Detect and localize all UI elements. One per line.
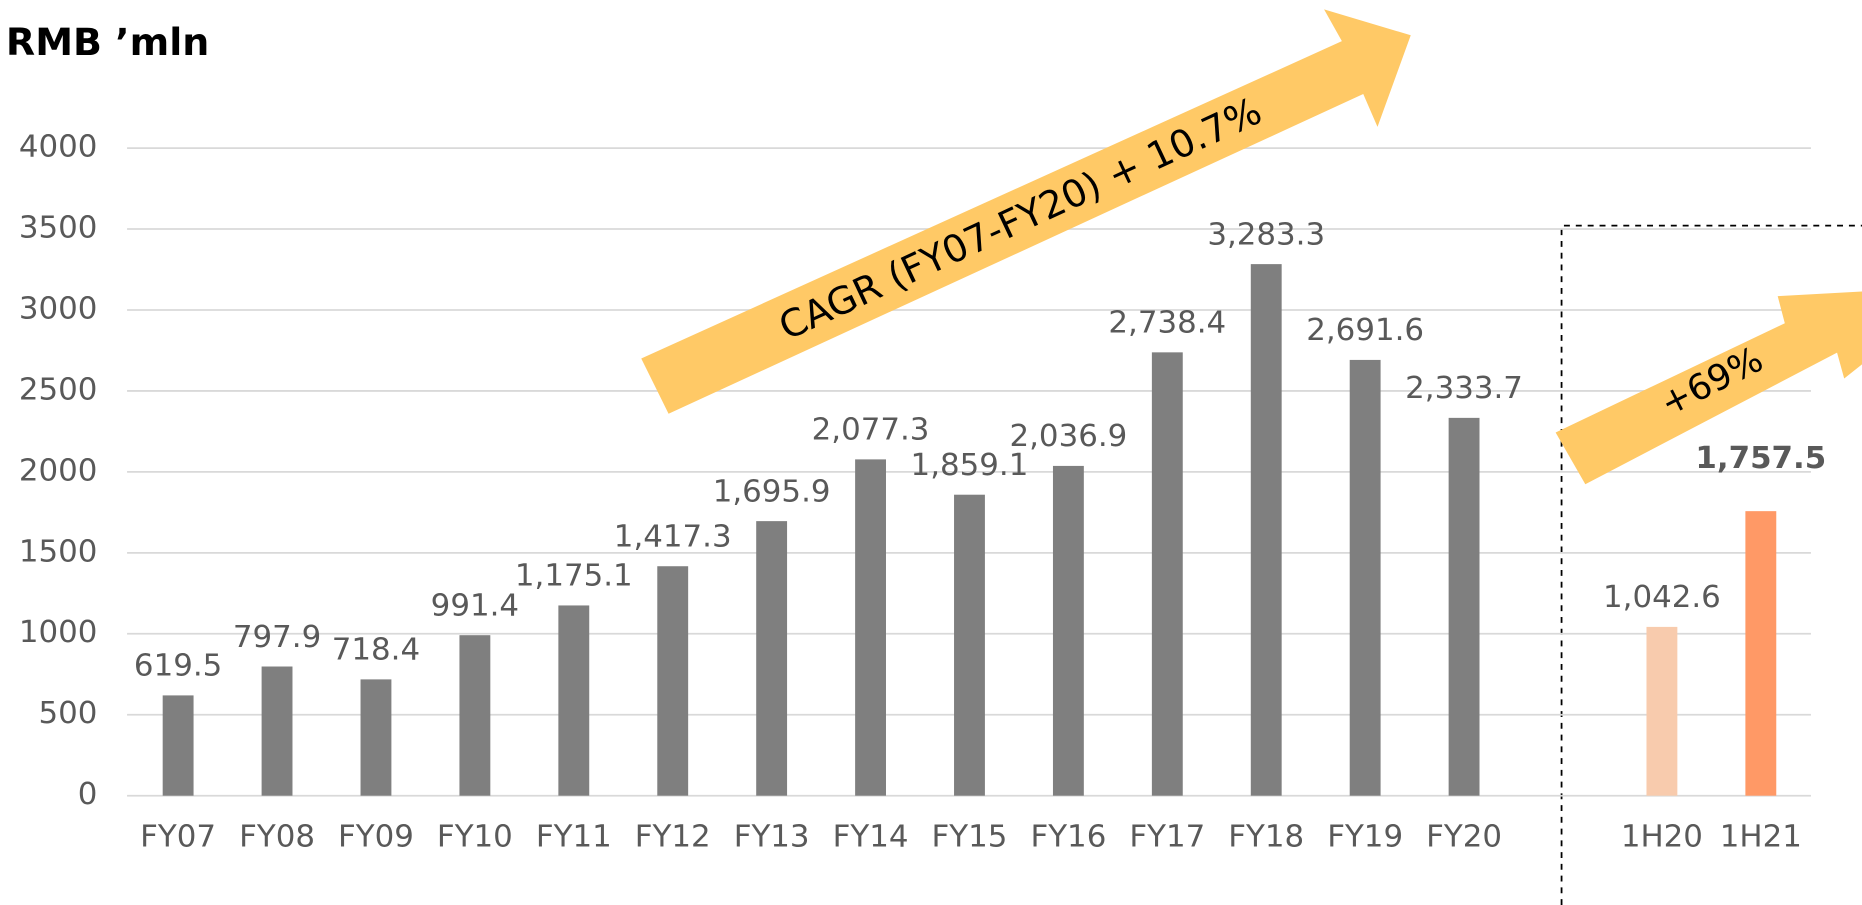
x-tick-label: FY12 [635, 819, 711, 855]
data-label: 2,738.4 [1108, 305, 1226, 341]
bar [162, 695, 194, 796]
x-tick-label: FY09 [338, 819, 414, 855]
bar [1052, 465, 1084, 796]
x-tick-label: FY07 [140, 819, 216, 855]
x-tick-label: 1H21 [1720, 819, 1802, 855]
bar [1745, 511, 1777, 796]
x-tick-label: FY19 [1327, 819, 1403, 855]
data-label: 991.4 [431, 588, 519, 624]
data-label: 1,695.9 [713, 474, 831, 510]
data-label: 3,283.3 [1207, 217, 1325, 253]
bar [1349, 359, 1381, 796]
y-tick-label: 500 [38, 695, 97, 731]
y-tick-label: 1000 [19, 614, 98, 650]
x-tick-label: FY15 [932, 819, 1008, 855]
y-tick-label: 1500 [19, 533, 98, 569]
bar [558, 605, 590, 796]
bar [954, 494, 985, 796]
data-label: 2,077.3 [812, 412, 930, 448]
bar [1250, 264, 1282, 796]
x-tick-label: FY13 [734, 819, 810, 855]
data-label: 1,042.6 [1603, 579, 1721, 615]
data-label: 1,757.5 [1695, 440, 1826, 476]
data-label: 1,417.3 [614, 519, 732, 555]
data-label: 1,859.1 [911, 447, 1029, 483]
x-tick-label: 1H20 [1621, 819, 1703, 855]
x-tick-label: FY10 [437, 819, 513, 855]
x-tick-label: FY18 [1228, 819, 1304, 855]
x-tick-label: FY08 [239, 819, 315, 855]
bar [1448, 417, 1480, 796]
y-tick-label: 0 [78, 776, 98, 812]
bar [756, 521, 788, 796]
arrow [641, 9, 1411, 414]
data-label: 2,691.6 [1306, 312, 1424, 348]
bar [1646, 626, 1678, 796]
chart-title: RMB ’mln [6, 20, 209, 64]
x-tick-label: FY16 [1030, 819, 1106, 855]
divider [1560, 224, 1862, 905]
y-tick-label: 4000 [19, 129, 98, 165]
data-label: 619.5 [134, 648, 222, 684]
bar [855, 459, 886, 796]
bar [360, 679, 392, 796]
x-tick-label: FY14 [833, 819, 909, 855]
data-label: 1,175.1 [515, 558, 633, 594]
data-label: 2,036.9 [1009, 418, 1127, 454]
bar [261, 666, 293, 796]
bar [657, 566, 689, 796]
y-tick-label: 2500 [19, 372, 98, 408]
x-tick-label: FY17 [1129, 819, 1205, 855]
x-tick-label: FY20 [1426, 819, 1502, 855]
x-tick-label: FY11 [536, 819, 612, 855]
y-tick-label: 2000 [19, 452, 98, 488]
bar [1151, 352, 1183, 796]
y-tick-label: 3500 [19, 210, 98, 246]
data-label: 2,333.7 [1405, 370, 1523, 406]
arrow [1555, 291, 1862, 485]
y-tick-label: 3000 [19, 291, 98, 327]
data-label: 797.9 [233, 619, 321, 655]
bar [459, 635, 491, 796]
data-label: 718.4 [332, 632, 420, 668]
